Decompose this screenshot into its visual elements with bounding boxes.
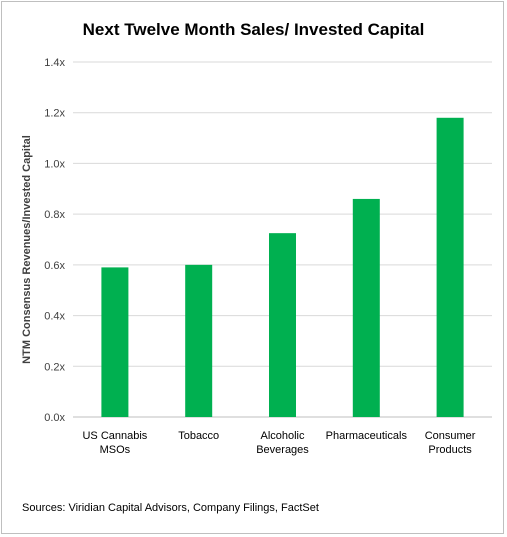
category-label: Tobacco <box>178 430 219 442</box>
bar <box>352 198 380 417</box>
category-label: US Cannabis <box>82 430 147 442</box>
category-label: Consumer <box>425 430 476 442</box>
category-label: Alcoholic <box>260 430 305 442</box>
bar <box>436 117 464 418</box>
y-tick-label: 1.0x <box>44 158 65 170</box>
category-label: Products <box>428 444 472 456</box>
source-note: Sources: Viridian Capital Advisors, Comp… <box>22 502 319 514</box>
y-tick-label: 0.6x <box>44 260 65 272</box>
y-tick-label: 0.8x <box>44 209 65 221</box>
bar <box>269 233 296 417</box>
y-tick-label: 0.2x <box>44 361 65 373</box>
category-label: MSOs <box>100 444 131 456</box>
y-tick-labels: 0.0x 0.2x 0.4x 0.6x 0.8x 1.0x 1.2x 1.4x <box>44 57 65 424</box>
y-axis-title: NTM Consensus Revenues/Invested Capital <box>21 135 33 364</box>
chart-title: Next Twelve Month Sales/ Invested Capita… <box>82 20 425 39</box>
category-label: Pharmaceuticals <box>326 430 408 442</box>
bar <box>185 264 213 417</box>
bars <box>101 117 464 418</box>
category-label: Beverages <box>256 444 309 456</box>
bar <box>101 267 129 417</box>
y-tick-label: 0.0x <box>44 412 65 424</box>
y-tick-label: 1.4x <box>44 57 65 69</box>
category-labels: US Cannabis MSOs Tobacco Alcoholic Beverages… <box>82 430 475 456</box>
y-tick-label: 0.4x <box>44 311 65 323</box>
y-tick-label: 1.2x <box>44 108 65 120</box>
